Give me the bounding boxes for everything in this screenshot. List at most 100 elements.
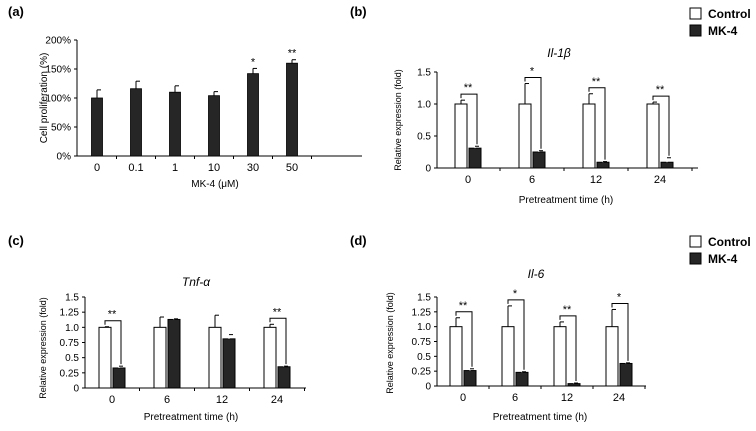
y-tick-label: 200% [45,36,71,47]
y-tick-label: 1.5 [417,68,431,79]
panel-b-label: (b) [350,4,367,19]
y-tick-label: 1.0 [65,323,79,334]
x-tick-label: 12 [561,392,573,404]
legend-top: Control MK-4 [689,7,751,38]
bar-mk4 [515,371,529,387]
panel-d: (d) Il-6 Relative expression (fold) Pret… [350,233,751,423]
panel-b: (b) Il-1β Relative expression (fold) Pre… [350,4,751,206]
panel-a-ylabel: Cell proliferation (%) [39,53,50,144]
bar-control [263,326,277,389]
bar-control [553,326,567,387]
bar-control [454,103,468,169]
significance-mark: ** [108,309,117,321]
significance-bracket [104,320,122,365]
significance-mark: * [617,291,622,303]
y-tick-label: 50% [51,123,71,134]
x-tick-label: 0 [109,394,115,406]
bar-control [449,326,463,387]
bar-control [582,103,596,169]
bar-control [646,103,660,169]
panel-a-xlabel: MK-4 (μM) [191,179,238,190]
legend-bottom-control-label: Control [708,235,751,249]
bar [91,97,103,157]
bar [286,62,298,157]
y-tick-label: 0.5 [417,132,431,143]
significance-bracket [611,302,629,361]
panel-b-xlabel: Pretreatment time (h) [519,195,613,206]
x-tick-label: 24 [271,394,283,406]
significance-bracket [559,315,577,382]
bar [169,91,181,157]
x-tick-label: 0.1 [128,162,143,174]
legend-bottom-mk4-label: MK-4 [708,252,738,266]
x-tick-label: 0 [94,162,100,174]
bar-control [208,326,222,389]
significance-bracket [588,87,606,160]
panel-a-label: (a) [8,4,24,19]
x-tick-label: 1 [172,162,178,174]
bar [130,88,142,157]
panel-a-plot: 0% 50% 100% 150% 200% 0 0.1 1 10 30 * 50 ** [45,36,362,174]
significance-mark: ** [288,48,297,60]
y-tick-label: 0 [73,384,79,395]
y-tick-label: 0.5 [65,353,79,364]
x-tick-label: 24 [613,392,625,404]
significance-mark: * [251,56,256,68]
y-tick-label: 0 [425,382,431,393]
y-tick-label: 1.0 [417,322,431,333]
y-tick-label: 1.25 [60,308,80,319]
bar-mk4 [532,151,546,169]
panel-d-ylabel: Relative expression (fold) [385,292,395,394]
x-tick-label: 30 [247,162,259,174]
y-tick-label: 0.25 [412,367,432,378]
y-tick-label: 0% [57,152,72,163]
y-tick-label: 0.25 [60,368,80,379]
bar-mk4 [222,338,236,389]
panel-d-title: Il-6 [528,267,545,281]
bar-mk4 [167,318,181,389]
x-tick-label: 12 [216,394,228,406]
x-tick-label: 50 [286,162,298,174]
legend-bottom-control-swatch [689,235,702,248]
y-tick-label: 0.5 [417,352,431,363]
significance-mark: ** [459,300,468,312]
bar-mk4 [660,161,674,169]
panel-c-ylabel: Relative expression (fold) [38,297,48,399]
legend-top-mk4-label: MK-4 [708,24,738,38]
x-tick-label: 0 [460,392,466,404]
panel-c: (c) Tnf-α Relative expression (fold) Pre… [8,233,306,423]
y-tick-label: 0 [425,164,431,175]
y-tick-label: 1.5 [417,293,431,304]
legend-top-control-label: Control [708,7,751,21]
bar-mk4 [567,383,581,387]
panel-a: (a) Cell proliferation (%) MK-4 (μM) 0% 5… [8,4,362,190]
significance-mark: ** [273,306,282,318]
bar-mk4 [463,370,477,387]
x-tick-label: 6 [512,392,518,404]
panel-d-xlabel: Pretreatment time (h) [493,412,587,423]
panel-c-plot: 0 0.25 0.5 0.75 1.0 1.25 1.5 0 ** 6 12 24 ** [60,293,306,406]
bar-control [518,103,532,169]
panel-d-plot: 0 0.25 0.5 0.75 1.0 1.25 1.5 0 ** 6 * 12 ** 24 * [412,288,646,404]
bar-control [153,326,167,389]
x-tick-label: 6 [164,394,170,406]
significance-bracket [652,95,670,156]
y-tick-label: 1.0 [417,100,431,111]
y-tick-label: 150% [45,65,71,76]
significance-bracket [269,317,287,365]
x-tick-label: 0 [465,174,471,186]
bar-control [605,326,619,387]
y-tick-label: 1.5 [65,293,79,304]
significance-mark: ** [656,84,665,96]
y-tick-label: 1.25 [412,307,432,318]
significance-mark: * [530,66,535,78]
bar-mk4 [468,147,482,169]
bar [247,73,259,157]
legend-top-mk4-swatch [689,24,702,37]
bar-mk4 [277,366,291,389]
bar-mk4 [112,367,126,389]
significance-mark: ** [464,82,473,94]
x-tick-label: 12 [590,174,602,186]
significance-bracket [460,93,478,145]
